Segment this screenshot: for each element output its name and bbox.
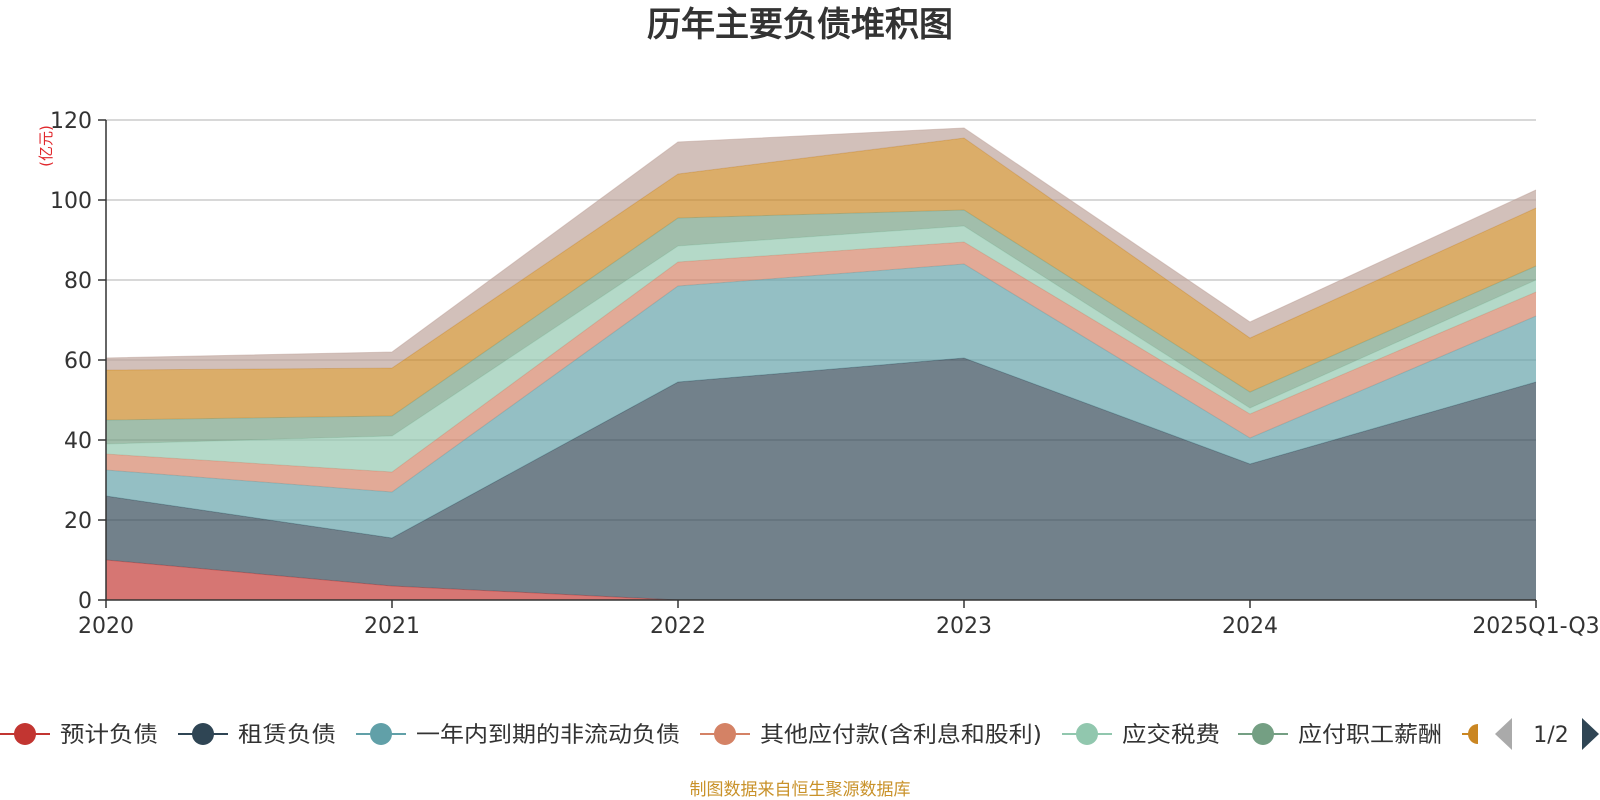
legend: 预计负债 租赁负债 一年内到期的非流动负债 其他应付款(含利息和股利) 应交税费 应付职工…: [0, 718, 1599, 750]
legend-marker: [14, 723, 36, 745]
area-8: [106, 128, 1536, 370]
x-tick-label: 2023: [936, 614, 992, 639]
legend-label: 租赁负债: [238, 723, 336, 748]
source-note: 制图数据来自恒生聚源数据库: [690, 780, 911, 800]
legend-label: 应交税费: [1122, 723, 1220, 748]
legend-marker: [714, 723, 736, 745]
legend-item: 应付职工薪酬: [1238, 723, 1442, 748]
x-tick-label: 2021: [364, 614, 420, 639]
area-6: [106, 210, 1536, 444]
area-4: [106, 242, 1536, 492]
legend-marker: [370, 723, 392, 745]
x-tick-label: 2020: [78, 614, 134, 639]
axes: 0 20 40 60 80 100 120 2020 2021 2022 2023 2024 2025Q…: [50, 109, 1600, 639]
x-tick-label: 2022: [650, 614, 706, 639]
legend-item: 预计负债: [0, 723, 158, 748]
y-tick-label: 0: [78, 589, 92, 614]
x-tick-label: 2025Q1-Q3: [1472, 614, 1599, 639]
legend-marker: [1252, 723, 1274, 745]
legend-label: 其他应付款(含利息和股利): [760, 723, 1042, 748]
y-tick-label: 100: [50, 189, 92, 214]
legend-marker: [192, 723, 214, 745]
area-3: [106, 264, 1536, 538]
legend-label: 一年内到期的非流动负债: [416, 723, 680, 748]
legend-item: 租赁负债: [178, 723, 336, 748]
legend-prev-page-icon: [1495, 718, 1512, 750]
legend-item: 其他应付款(含利息和股利): [700, 723, 1042, 748]
legend-item: 应交税费: [1062, 723, 1220, 748]
x-tick-label: 2024: [1222, 614, 1278, 639]
y-tick-label: 20: [64, 509, 92, 534]
y-tick-label: 80: [64, 269, 92, 294]
area-7: [106, 138, 1536, 420]
chart-title: 历年主要负债堆积图: [647, 5, 953, 45]
y-tick-label: 60: [64, 349, 92, 374]
y-axis-unit: (亿元): [37, 125, 55, 167]
legend-label: 应付职工薪酬: [1298, 723, 1442, 748]
area-2: [106, 358, 1536, 600]
y-tick-label: 40: [64, 429, 92, 454]
legend-page-indicator: 1/2: [1533, 723, 1568, 748]
legend-marker-partial: [1468, 724, 1478, 744]
legend-label: 预计负债: [60, 723, 158, 748]
legend-next-page-icon: [1582, 718, 1599, 750]
legend-item: 一年内到期的非流动负债: [356, 723, 680, 748]
area-5: [106, 226, 1536, 472]
legend-marker: [1076, 723, 1098, 745]
y-tick-label: 120: [50, 109, 92, 134]
area-line-8: [105, 127, 1537, 359]
area-series: [105, 127, 1537, 601]
